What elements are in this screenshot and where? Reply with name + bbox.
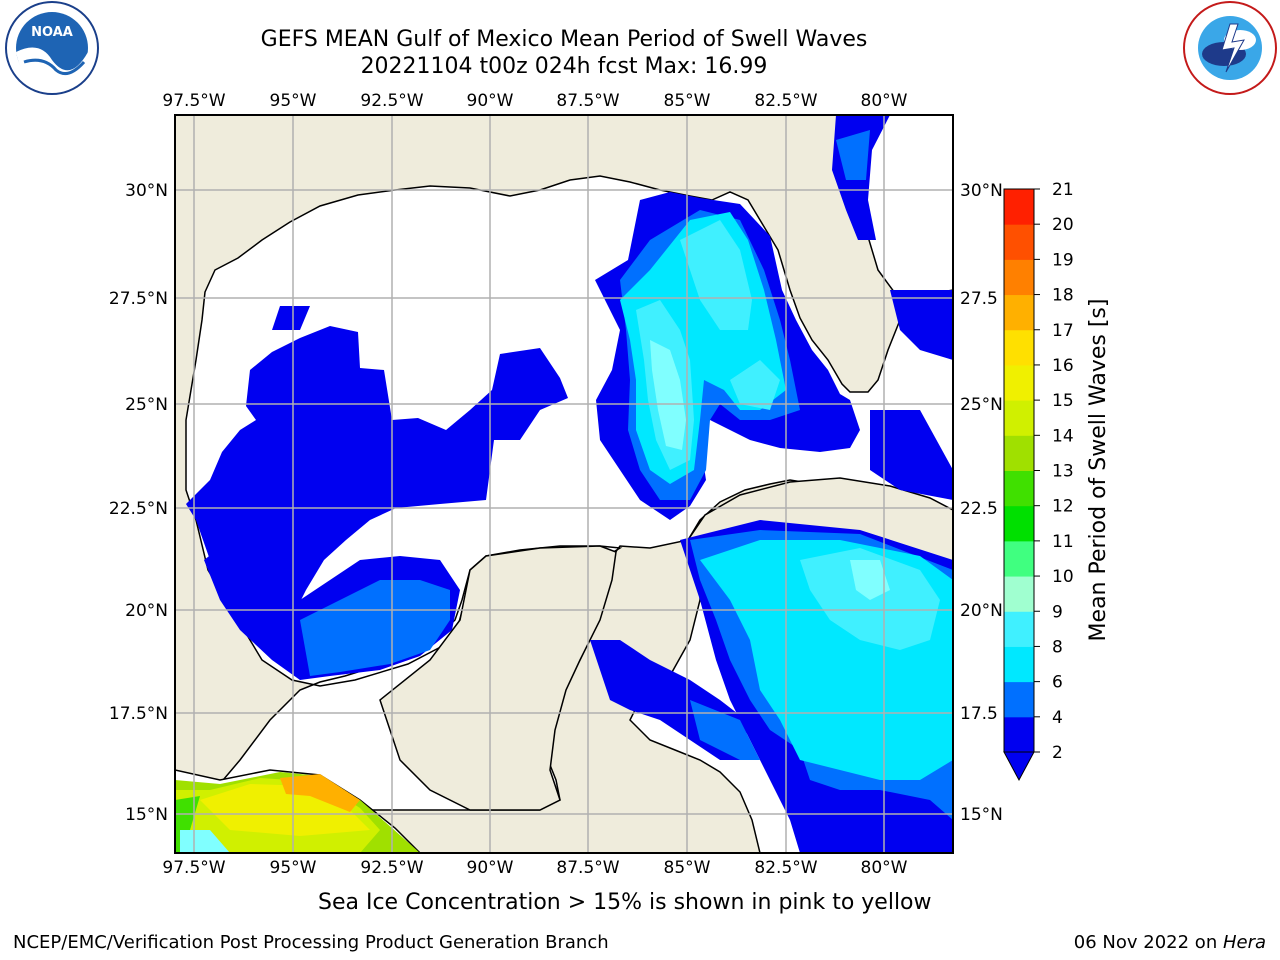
lon-label-top: 97.5°W (162, 91, 225, 111)
colorbar-label: Mean Period of Swell Waves [s] (1086, 299, 1111, 642)
lon-label-bottom: 85°W (664, 858, 711, 878)
lat-label-left: 27.5°N (109, 289, 168, 309)
lon-labels-top: 97.5°W 95°W 92.5°W 90°W 87.5°W 85°W 82.5… (162, 91, 907, 111)
footer-credit: NCEP/EMC/Verification Post Processing Pr… (13, 932, 609, 953)
lon-label-bottom: 90°W (467, 858, 514, 878)
map-gridlines (175, 115, 953, 853)
lat-label-left: 25°N (125, 395, 168, 415)
colorbar-tick-label: 21 (1052, 180, 1074, 200)
colorbar-tick-label: 20 (1052, 215, 1074, 235)
lon-label-bottom: 82.5°W (754, 858, 817, 878)
lat-label-right: 25°N (960, 395, 1003, 415)
colorbar-tick-label: 14 (1052, 426, 1074, 446)
map-frame (174, 114, 954, 854)
footer-date: 06 Nov 2022 on Hera (1074, 932, 1266, 953)
colorbar-segment (1004, 224, 1034, 260)
colorbar-tick-label: 9 (1052, 602, 1063, 622)
colorbar-tick-label: 6 (1052, 673, 1063, 693)
lat-labels-right: 30°N 27.5 25°N 22.5 20°N 17.5 15°N (960, 181, 1003, 825)
yucatan-land (379, 545, 617, 811)
lon-label-bottom: 80°W (861, 858, 908, 878)
lon-label-top: 90°W (467, 91, 514, 111)
forecast-subtitle: 20221104 t00z 024h fcst Max: 16.99 (360, 54, 768, 79)
colorbar-segment (1004, 540, 1034, 577)
colorbar-segment (1004, 435, 1034, 471)
lat-label-right: 20°N (960, 601, 1003, 621)
lon-label-top: 92.5°W (360, 91, 423, 111)
lat-label-right: 15°N (960, 805, 1003, 825)
lon-label-bottom: 87.5°W (556, 858, 619, 878)
footer-date-text: 06 Nov 2022 on (1073, 932, 1223, 953)
colorbar-tick-label: 18 (1052, 286, 1074, 306)
lat-label-left: 30°N (125, 181, 168, 201)
map-title: GEFS MEAN Gulf of Mexico Mean Period of … (260, 27, 868, 52)
colorbar-tick-label: 13 (1052, 462, 1074, 482)
lon-label-top: 87.5°W (556, 91, 619, 111)
colorbar-segment (1004, 329, 1034, 366)
colorbar-segment (1004, 259, 1034, 296)
map-area (175, 115, 953, 853)
colorbar-tick-label: 4 (1052, 708, 1063, 728)
lat-label-right: 17.5 (960, 704, 998, 724)
lon-label-bottom: 95°W (270, 858, 317, 878)
colorbar-tick-label: 16 (1052, 356, 1074, 376)
lon-labels-bottom: 97.5°W 95°W 92.5°W 90°W 87.5°W 85°W 82.5… (162, 858, 907, 878)
lon-label-top: 80°W (861, 91, 908, 111)
swell-contour-9-10s (650, 340, 890, 600)
lat-label-right: 22.5 (960, 499, 998, 519)
colorbar-segment (1004, 364, 1034, 401)
colorbar-segment (1004, 716, 1034, 753)
colorbar-segment (1004, 646, 1034, 683)
colorbar-tick-label: 10 (1052, 567, 1074, 587)
colorbar-ticks: 2 4 6 8 9 10 11 12 13 14 15 16 17 18 19 20 21 (1034, 180, 1074, 763)
lat-labels-left: 30°N 27.5°N 25°N 22.5°N 20°N 17.5°N 15°N (109, 181, 168, 825)
colorbar (1003, 188, 1035, 782)
colorbar-segment (1004, 189, 1034, 225)
colorbar-extend-arrow (1003, 751, 1035, 782)
colorbar-tick-label: 19 (1052, 250, 1074, 270)
lon-label-top: 82.5°W (754, 91, 817, 111)
lat-label-right: 30°N (960, 181, 1003, 201)
pacific-swell-contours (175, 772, 420, 853)
lon-label-bottom: 92.5°W (360, 858, 423, 878)
colorbar-segment (1004, 505, 1034, 542)
colorbar-tick-label: 15 (1052, 391, 1074, 411)
sea-ice-caption: Sea Ice Concentration > 15% is shown in … (318, 890, 932, 915)
colorbar-segment (1004, 576, 1034, 612)
lat-label-left: 20°N (125, 601, 168, 621)
colorbar-tick-label: 2 (1052, 743, 1063, 763)
colorbar-segment (1004, 611, 1034, 647)
lat-label-left: 17.5°N (109, 704, 168, 724)
lat-label-right: 27.5 (960, 289, 998, 309)
lon-label-bottom: 97.5°W (162, 858, 225, 878)
colorbar-segment (1004, 470, 1034, 507)
nws-logo (1183, 1, 1277, 95)
svg-text:NOAA: NOAA (31, 25, 73, 40)
colorbar-tick-label: 11 (1052, 532, 1074, 552)
lon-label-top: 95°W (270, 91, 317, 111)
colorbar-segment (1004, 400, 1034, 436)
lat-label-left: 22.5°N (109, 499, 168, 519)
noaa-logo: NOAA (5, 1, 99, 95)
colorbar-segment (1004, 681, 1034, 718)
footer-host: Hera (1222, 932, 1266, 953)
colorbar-tick-label: 12 (1052, 497, 1074, 517)
lon-label-top: 85°W (664, 91, 711, 111)
colorbar-segment (1004, 294, 1034, 331)
lat-label-left: 15°N (125, 805, 168, 825)
colorbar-tick-label: 17 (1052, 321, 1074, 341)
colorbar-tick-label: 8 (1052, 637, 1063, 657)
